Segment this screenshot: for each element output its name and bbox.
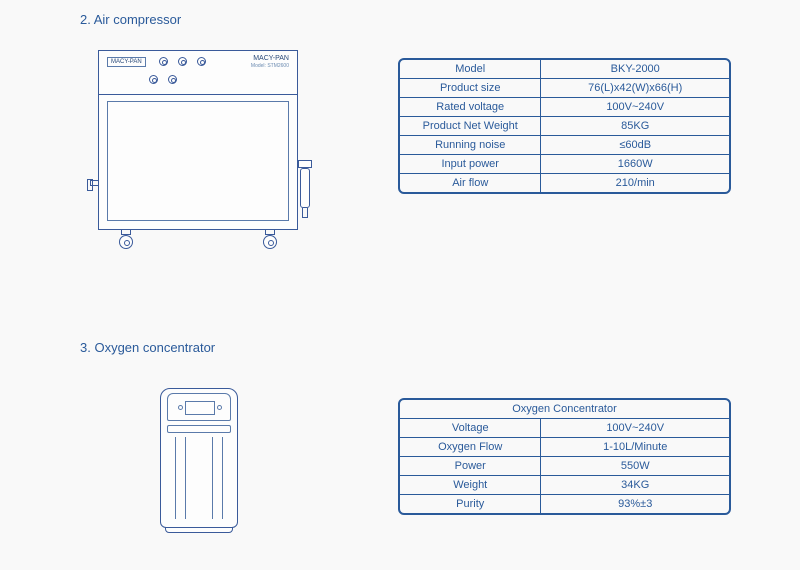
spec-value: 550W: [541, 457, 729, 475]
table-row: Rated voltage100V~240V: [400, 97, 729, 116]
table-row: Product size76(L)x42(W)x66(H): [400, 78, 729, 97]
knob-row-top: [159, 57, 206, 66]
brand-text: MACY-PAN: [251, 55, 289, 63]
oxygen-spec-table: Oxygen ConcentratorVoltage100V~240VOxyge…: [398, 398, 731, 515]
knob-icon: [149, 75, 158, 84]
oxy-groove-icon: [212, 437, 213, 519]
compressor-front-panel: [107, 101, 289, 221]
table-header: Oxygen Concentrator: [400, 400, 729, 418]
filter-assembly-icon: [300, 160, 312, 218]
filter-body-icon: [300, 168, 310, 208]
knob-icon: [159, 57, 168, 66]
oxy-body: [160, 388, 238, 528]
table-row: Product Net Weight85KG: [400, 116, 729, 135]
brand-plate: MACY-PAN: [107, 57, 146, 67]
spec-value: 100V~240V: [541, 419, 729, 437]
table-row: Air flow210/min: [400, 173, 729, 192]
table-row: Voltage100V~240V: [400, 418, 729, 437]
spec-value: 1-10L/Minute: [541, 438, 729, 456]
oxy-display-icon: [185, 401, 215, 415]
knob-row-bottom: [149, 75, 177, 84]
spec-value: 1660W: [541, 155, 729, 173]
oxy-base-icon: [165, 527, 233, 533]
table-row: Input power1660W: [400, 154, 729, 173]
table-row: Running noise≤60dB: [400, 135, 729, 154]
spec-value: 210/min: [541, 174, 729, 192]
knob-icon: [168, 75, 177, 84]
spec-label: Running noise: [400, 136, 541, 154]
spec-label: Purity: [400, 495, 541, 513]
knob-icon: [197, 57, 206, 66]
spec-label: Weight: [400, 476, 541, 494]
caster-wheel-icon: [119, 235, 133, 249]
spec-value: ≤60dB: [541, 136, 729, 154]
caster-wheel-icon: [263, 235, 277, 249]
spec-label: Oxygen Flow: [400, 438, 541, 456]
spec-label: Rated voltage: [400, 98, 541, 116]
spec-value: BKY-2000: [541, 60, 729, 78]
compressor-body: MACY-PAN MACY-PAN Model: STM2600: [98, 50, 298, 230]
model-text: Model: STM2600: [251, 63, 289, 69]
table-row: Purity93%±3: [400, 494, 729, 513]
spec-label: Product Net Weight: [400, 117, 541, 135]
section-title-oxygen: 3. Oxygen concentrator: [80, 340, 215, 355]
table-row: ModelBKY-2000: [400, 60, 729, 78]
spec-label: Input power: [400, 155, 541, 173]
table-row: Weight34KG: [400, 475, 729, 494]
compressor-spec-table: ModelBKY-2000Product size76(L)x42(W)x66(…: [398, 58, 731, 194]
knob-icon: [178, 57, 187, 66]
air-compressor-diagram: MACY-PAN MACY-PAN Model: STM2600: [88, 50, 328, 230]
spec-label: Power: [400, 457, 541, 475]
oxy-mid-band: [167, 425, 231, 433]
spec-value: 85KG: [541, 117, 729, 135]
spec-label: Air flow: [400, 174, 541, 192]
spec-label: Model: [400, 60, 541, 78]
table-row: Power550W: [400, 456, 729, 475]
spec-value: 93%±3: [541, 495, 729, 513]
oxygen-concentrator-diagram: [160, 388, 260, 528]
spec-value: 100V~240V: [541, 98, 729, 116]
filter-cap-icon: [298, 160, 312, 168]
oxy-groove-icon: [222, 437, 223, 519]
brand-label: MACY-PAN Model: STM2600: [251, 55, 289, 69]
spec-label: Product size: [400, 79, 541, 97]
table-header-row: Oxygen Concentrator: [400, 400, 729, 418]
filter-drain-icon: [302, 208, 308, 218]
section-title-compressor: 2. Air compressor: [80, 12, 181, 27]
oxy-groove-icon: [175, 437, 176, 519]
oxy-groove-icon: [185, 437, 186, 519]
spec-value: 76(L)x42(W)x66(H): [541, 79, 729, 97]
table-row: Oxygen Flow1-10L/Minute: [400, 437, 729, 456]
spec-label: Voltage: [400, 419, 541, 437]
spec-value: 34KG: [541, 476, 729, 494]
compressor-control-panel: MACY-PAN MACY-PAN Model: STM2600: [99, 51, 297, 95]
